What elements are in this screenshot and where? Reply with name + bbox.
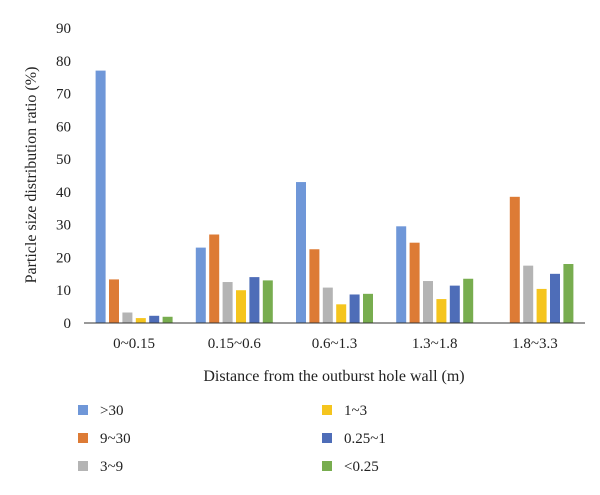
bar (95, 70, 106, 323)
legend-label: <0.25 (344, 459, 379, 475)
bars-layer (95, 70, 574, 323)
legend-swatch (78, 405, 88, 415)
bar (296, 182, 306, 323)
bar (336, 304, 347, 323)
bar (436, 299, 447, 323)
bar (195, 247, 206, 323)
y-tick-label: 70 (56, 87, 71, 103)
bar (236, 290, 246, 323)
bar (222, 282, 233, 323)
legend-item: >30 (78, 403, 123, 419)
bar (423, 281, 433, 323)
x-tick-label: 0.6~1.3 (312, 336, 358, 352)
y-tick-label: 20 (56, 250, 71, 266)
legend-item: 9~30 (78, 431, 131, 447)
x-tick-label: 0.15~0.6 (208, 336, 262, 352)
y-tick-labels: 0 10 20 30 40 50 60 70 80 90 (56, 21, 71, 332)
x-tick-label: 1.3~1.8 (412, 336, 458, 352)
y-axis-title: Particle size distribution ratio (%) (23, 67, 40, 284)
legend-item: <0.25 (322, 459, 379, 475)
bar (122, 312, 133, 323)
legend: >30 9~30 3~9 1~3 0.25~1 <0.25 (78, 403, 386, 475)
legend-label: 9~30 (100, 431, 131, 447)
bar (409, 242, 420, 323)
y-tick-label: 0 (64, 316, 72, 332)
x-tick-label: 0~0.15 (113, 336, 155, 352)
bar (363, 293, 373, 323)
bar (309, 249, 320, 323)
bar (463, 278, 474, 323)
legend-swatch (322, 433, 332, 443)
legend-swatch (78, 433, 88, 443)
x-axis-title: Distance from the outburst hole wall (m) (203, 368, 464, 385)
bar (135, 318, 146, 323)
bar (209, 234, 220, 323)
legend-swatch (78, 461, 88, 471)
legend-item: 3~9 (78, 459, 123, 475)
bar (249, 277, 260, 323)
legend-label: >30 (100, 403, 123, 419)
bar (162, 316, 173, 323)
legend-label: 1~3 (344, 403, 367, 419)
legend-swatch (322, 461, 332, 471)
y-tick-label: 90 (56, 21, 71, 37)
legend-label: 3~9 (100, 459, 123, 475)
y-tick-label: 50 (56, 152, 71, 168)
bar (396, 226, 407, 323)
bar (449, 285, 460, 323)
legend-item: 1~3 (322, 403, 367, 419)
legend-swatch (322, 405, 332, 415)
bar (509, 196, 520, 323)
bar (262, 280, 273, 323)
bar (349, 294, 360, 323)
y-tick-label: 10 (56, 283, 71, 299)
bar (563, 264, 574, 323)
bar (322, 287, 333, 323)
bar (109, 279, 119, 323)
bar (149, 315, 160, 323)
bar (523, 265, 534, 323)
y-tick-label: 60 (56, 119, 71, 135)
x-tick-label: 1.8~3.3 (512, 336, 558, 352)
y-tick-label: 30 (56, 218, 71, 234)
y-tick-label: 40 (56, 185, 71, 201)
y-tick-label: 80 (56, 54, 71, 70)
legend-label: 0.25~1 (344, 431, 386, 447)
legend-item: 0.25~1 (322, 431, 386, 447)
bar (550, 273, 560, 323)
bar (536, 288, 547, 323)
x-tick-labels: 0~0.15 0.15~0.6 0.6~1.3 1.3~1.8 1.8~3.3 (113, 336, 558, 352)
